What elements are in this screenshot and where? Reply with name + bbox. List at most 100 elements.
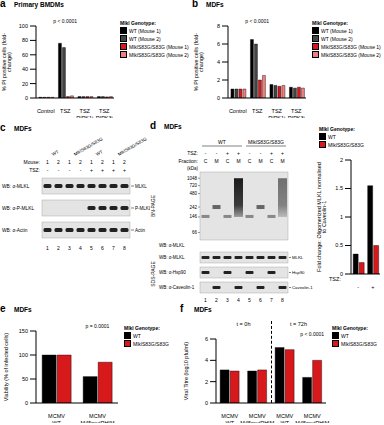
svg-text:1: 1 bbox=[46, 245, 49, 251]
svg-text:MLKL: MLKL bbox=[135, 184, 147, 189]
svg-text:0: 0 bbox=[217, 95, 220, 101]
svg-text:WT: WT bbox=[218, 139, 226, 145]
svg-text:150: 150 bbox=[19, 328, 28, 334]
svg-text:WT: WT bbox=[51, 149, 60, 157]
svg-text:6: 6 bbox=[101, 245, 104, 251]
svg-text:2: 2 bbox=[79, 159, 82, 165]
svg-text:-: - bbox=[260, 150, 262, 156]
svg-text:+: + bbox=[270, 150, 273, 156]
svg-text:TSZ: TSZ bbox=[252, 108, 263, 114]
svg-text:4: 4 bbox=[79, 245, 82, 251]
svg-text:MCMVM45mutRHIM: MCMVM45mutRHIM bbox=[81, 413, 115, 423]
svg-text:TSZ:: TSZ: bbox=[29, 167, 40, 173]
svg-text:1: 1 bbox=[112, 159, 115, 165]
svg-text:6: 6 bbox=[217, 41, 220, 47]
svg-text:C: C bbox=[248, 158, 252, 164]
svg-text:2: 2 bbox=[205, 379, 208, 385]
svg-text:MlklS83G/S83G: MlklS83G/S83G bbox=[73, 136, 104, 157]
svg-text:Hsp90: Hsp90 bbox=[292, 270, 305, 275]
svg-text:-: - bbox=[69, 167, 71, 173]
svg-text:0.5: 0.5 bbox=[335, 242, 343, 248]
svg-text:-: - bbox=[357, 284, 359, 290]
svg-text:1: 1 bbox=[204, 297, 207, 303]
svg-text:40: 40 bbox=[22, 66, 28, 72]
svg-text:+: + bbox=[371, 284, 374, 290]
svg-text:MlklS83G/S83G: MlklS83G/S83G bbox=[117, 136, 148, 157]
svg-text:7: 7 bbox=[112, 245, 115, 251]
svg-text:WB: α-MLKL: WB: α-MLKL bbox=[8, 184, 30, 189]
svg-text:6: 6 bbox=[205, 336, 208, 342]
svg-text:8: 8 bbox=[123, 245, 126, 251]
svg-text:20: 20 bbox=[22, 81, 28, 87]
svg-text:TSZ:: TSZ: bbox=[187, 150, 198, 156]
svg-text:M: M bbox=[280, 158, 284, 164]
svg-text:8: 8 bbox=[217, 23, 220, 29]
svg-text:C: C bbox=[226, 158, 230, 164]
svg-text:0: 0 bbox=[205, 400, 208, 406]
svg-text:MCMVWT: MCMVWT bbox=[276, 413, 293, 423]
svg-text:Control: Control bbox=[229, 108, 247, 114]
svg-text:5: 5 bbox=[90, 245, 93, 251]
svg-text:WB: α-MLKL: WB: α-MLKL bbox=[159, 255, 185, 260]
svg-text:WB: α-P-MLKL: WB: α-P-MLKL bbox=[8, 206, 34, 211]
svg-text:242: 242 bbox=[189, 205, 197, 210]
svg-text:2: 2 bbox=[57, 159, 60, 165]
svg-text:Mouse:: Mouse: bbox=[24, 159, 40, 165]
svg-text:1048: 1048 bbox=[187, 176, 198, 181]
svg-text:SDS-PAGE: SDS-PAGE bbox=[150, 261, 156, 287]
svg-text:8: 8 bbox=[281, 297, 284, 303]
svg-text:M: M bbox=[236, 158, 240, 164]
svg-text:1: 1 bbox=[340, 214, 343, 220]
svg-text:TSZRIPK1i: TSZRIPK1i bbox=[268, 108, 285, 118]
svg-text:P-MLKL: P-MLKL bbox=[135, 206, 150, 211]
svg-text:Caveolin-1: Caveolin-1 bbox=[292, 285, 313, 290]
svg-text:480: 480 bbox=[189, 191, 197, 196]
svg-text:+: + bbox=[281, 150, 284, 156]
svg-text:MCMVWT: MCMVWT bbox=[221, 413, 238, 423]
svg-text:50: 50 bbox=[22, 376, 28, 382]
svg-text:-: - bbox=[80, 167, 82, 173]
svg-text:-: - bbox=[58, 167, 60, 173]
svg-text:+: + bbox=[90, 167, 93, 173]
svg-text:4: 4 bbox=[237, 297, 240, 303]
svg-text:60: 60 bbox=[22, 52, 28, 58]
svg-text:Control: Control bbox=[37, 108, 55, 114]
svg-text:-: - bbox=[216, 150, 218, 156]
svg-text:MLKL: MLKL bbox=[292, 255, 304, 260]
svg-text:1: 1 bbox=[68, 159, 71, 165]
svg-text:100: 100 bbox=[19, 352, 28, 358]
svg-text:5: 5 bbox=[248, 297, 251, 303]
svg-text:(kDa): (kDa) bbox=[187, 166, 199, 171]
svg-text:4: 4 bbox=[205, 357, 208, 363]
svg-text:MlklS83G/S83G: MlklS83G/S83G bbox=[248, 139, 284, 145]
svg-text:4: 4 bbox=[217, 59, 220, 65]
svg-text:+: + bbox=[226, 150, 229, 156]
svg-text:0: 0 bbox=[25, 400, 28, 406]
svg-text:TSZRIPK3i: TSZRIPK3i bbox=[96, 108, 113, 118]
svg-text:M: M bbox=[258, 158, 262, 164]
svg-text:WT: WT bbox=[95, 149, 104, 157]
svg-text:1: 1 bbox=[90, 159, 93, 165]
svg-text:BN-PAGE: BN-PAGE bbox=[150, 194, 156, 217]
svg-text:-: - bbox=[249, 150, 251, 156]
svg-text:MCMVM45mutRHIM: MCMVM45mutRHIM bbox=[240, 413, 274, 423]
svg-text:2: 2 bbox=[217, 77, 220, 83]
svg-text:-: - bbox=[47, 167, 49, 173]
svg-text:WB: α-Hsp90: WB: α-Hsp90 bbox=[159, 270, 186, 275]
svg-text:0: 0 bbox=[25, 95, 28, 101]
svg-text:C: C bbox=[204, 158, 208, 164]
svg-text:146: 146 bbox=[189, 214, 197, 219]
svg-text:100: 100 bbox=[19, 23, 28, 29]
svg-text:WB: α-MLKL: WB: α-MLKL bbox=[159, 243, 185, 248]
svg-text:80: 80 bbox=[22, 37, 28, 43]
svg-text:+: + bbox=[101, 167, 104, 173]
svg-text:C: C bbox=[270, 158, 274, 164]
svg-text:WB: α-Actin: WB: α-Actin bbox=[8, 228, 28, 233]
svg-text:MCMVM45mutRHIM: MCMVM45mutRHIM bbox=[295, 413, 329, 423]
svg-text:-: - bbox=[205, 150, 207, 156]
svg-text:6: 6 bbox=[259, 297, 262, 303]
svg-text:2: 2 bbox=[340, 157, 343, 163]
svg-text:3: 3 bbox=[68, 245, 71, 251]
svg-text:+: + bbox=[237, 150, 240, 156]
svg-text:1: 1 bbox=[46, 159, 49, 165]
